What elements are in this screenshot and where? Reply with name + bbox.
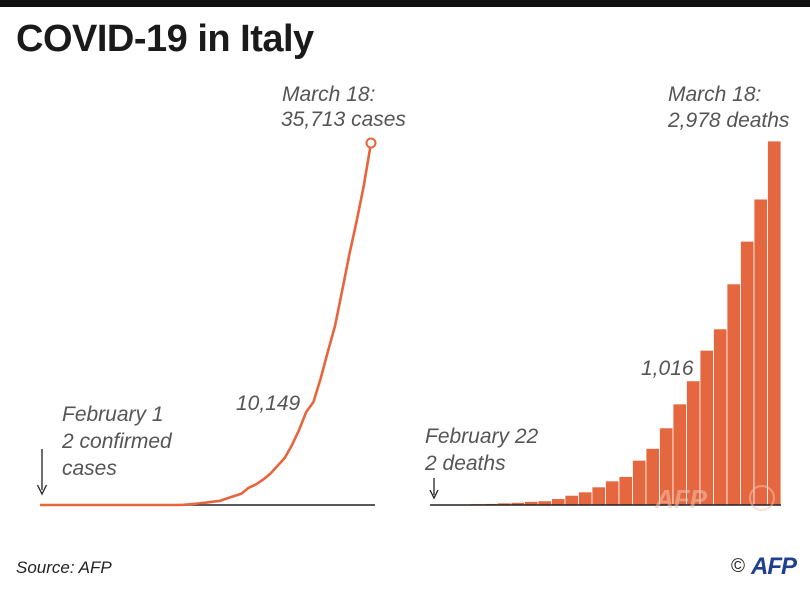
cases-series-line [40, 142, 373, 507]
page-title: COVID-19 in Italy [16, 18, 314, 60]
deaths-start-annotation-line2: 2 deaths [424, 452, 506, 475]
deaths-start-arrow [429, 478, 439, 500]
deaths-bar [767, 140, 782, 506]
deaths-bar [618, 476, 633, 506]
deaths-mid-annotation: 1,016 [641, 357, 694, 380]
deaths-bar [726, 283, 741, 506]
deaths-bar [753, 198, 768, 506]
cases-start-annotation-line2: 2 confirmed [61, 430, 173, 453]
deaths-bar [551, 498, 566, 506]
deaths-bar [740, 240, 755, 506]
deaths-bar [564, 494, 579, 506]
source-note: Source: AFP [16, 558, 112, 577]
cases-start-annotation-line3: cases [62, 457, 117, 480]
deaths-chart: AFP February 22 2 deaths 1,016 March 18:… [424, 83, 790, 514]
deaths-bar [605, 480, 620, 506]
svg-text:AFP: AFP [654, 484, 708, 514]
deaths-bar [578, 491, 593, 506]
deaths-bar [699, 349, 714, 506]
credit: © AFP [731, 553, 797, 581]
cases-end-annotation-line2: 35,713 cases [281, 108, 406, 131]
deaths-end-annotation-line2: 2,978 deaths [667, 109, 790, 132]
deaths-bar [713, 328, 728, 506]
cases-chart: February 1 2 confirmed cases 10,149 Marc… [36, 83, 406, 507]
cases-end-marker [365, 137, 377, 149]
top-rule [0, 0, 810, 7]
deaths-bar [591, 486, 606, 506]
cases-mid-annotation: 10,149 [236, 392, 301, 415]
cases-start-annotation-line1: February 1 [62, 403, 164, 426]
cases-start-arrow [36, 449, 48, 496]
afp-logo: AFP [751, 553, 797, 580]
copyright-symbol: © [731, 556, 745, 577]
deaths-start-annotation-line1: February 22 [425, 425, 539, 448]
deaths-bar [632, 459, 647, 506]
cases-end-annotation-line1: March 18: [282, 83, 375, 106]
watermark-afp: AFP [654, 484, 775, 514]
deaths-end-annotation-line1: March 18: [668, 83, 761, 106]
